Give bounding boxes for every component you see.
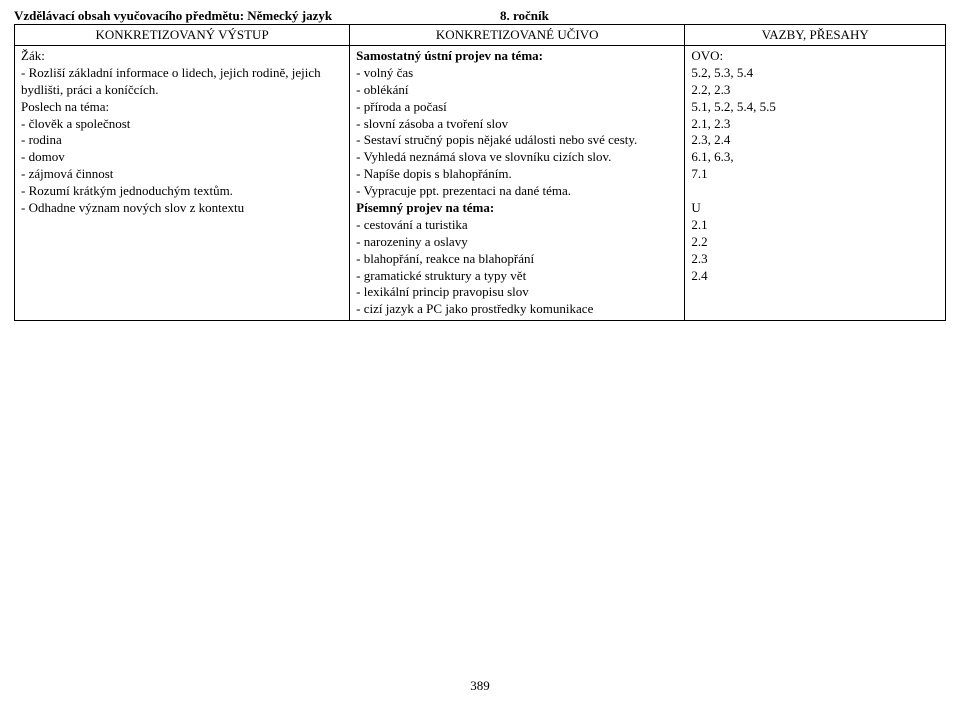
col-header-links: VAZBY, PŘESAHY (685, 25, 946, 46)
links-cell: OVO: 5.2, 5.3, 5.4 2.2, 2.3 5.1, 5.2, 5.… (691, 48, 939, 284)
content-part-1: - volný čas - oblékání - příroda a počas… (356, 65, 637, 198)
grade-title: 8. ročník (500, 8, 549, 24)
col-header-output: KONKRETIZOVANÝ VÝSTUP (15, 25, 350, 46)
table-header-row: KONKRETIZOVANÝ VÝSTUP KONKRETIZOVANÉ UČI… (15, 25, 946, 46)
col-header-content: KONKRETIZOVANÉ UČIVO (350, 25, 685, 46)
page-footer: 389 (0, 678, 960, 694)
subject-title: Vzdělávací obsah vyučovacího předmětu: N… (14, 8, 946, 24)
page-number: 389 (470, 678, 490, 693)
content-cell: Samostatný ústní projev na téma: - volný… (356, 48, 678, 318)
curriculum-table: KONKRETIZOVANÝ VÝSTUP KONKRETIZOVANÉ UČI… (14, 24, 946, 321)
table-row: Žák: - Rozliší základní informace o lide… (15, 46, 946, 321)
content-bold-1: Samostatný ústní projev na téma: (356, 48, 543, 63)
content-bold-2: Písemný projev na téma: (356, 200, 494, 215)
output-cell: Žák: - Rozliší základní informace o lide… (21, 48, 343, 217)
content-part-2: - cestování a turistika - narozeniny a o… (356, 217, 593, 316)
header-row: Vzdělávací obsah vyučovacího předmětu: N… (14, 8, 946, 24)
